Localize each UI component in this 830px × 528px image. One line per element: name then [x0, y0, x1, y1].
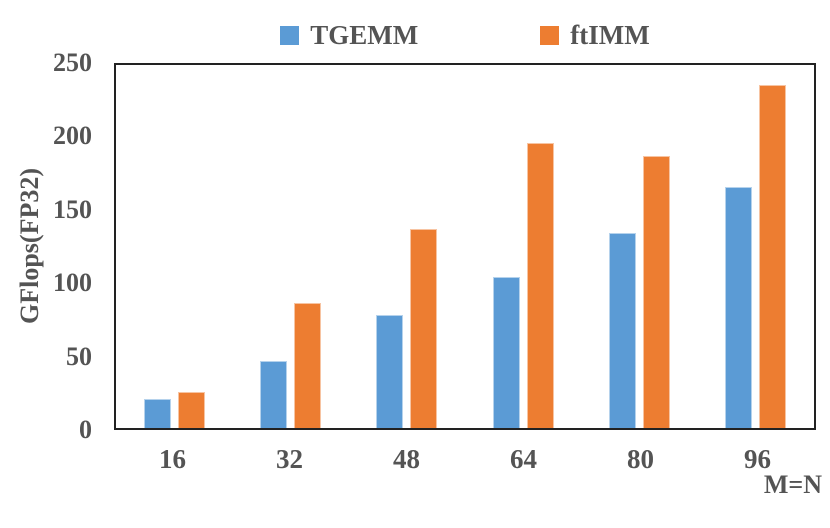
bar-tgemm-48: [376, 314, 404, 428]
x-tick-label-32: 32: [276, 444, 303, 474]
bar-group-16: [116, 65, 232, 428]
bar-tgemm-16: [143, 398, 171, 428]
legend-item-tgemm: TGEMM: [280, 22, 418, 49]
bar-group-48: [349, 65, 465, 428]
bar-group-96: [698, 65, 814, 428]
y-tick-label-0: 0: [79, 415, 92, 444]
bar-ftimm-48: [410, 229, 438, 428]
bar-tgemm-96: [725, 186, 753, 428]
bar-tgemm-32: [259, 361, 287, 428]
y-tick-label-50: 50: [66, 341, 92, 371]
x-axis-tick-labels: 16 32 48 64 80 96: [114, 446, 816, 473]
x-tick-label-64: 64: [510, 444, 537, 474]
y-tick-label-250: 250: [53, 48, 92, 77]
legend-swatch-icon: [540, 26, 560, 45]
legend-label: ftIMM: [570, 20, 650, 50]
plot-area: [114, 63, 816, 430]
bar-ftimm-80: [642, 156, 670, 428]
bar-ftimm-96: [759, 85, 787, 428]
bar-group-32: [232, 65, 348, 428]
chart-legend: TGEMM ftIMM: [114, 22, 816, 49]
bar-group-80: [581, 65, 697, 428]
y-tick-label-100: 100: [53, 268, 92, 298]
bar-ftimm-64: [526, 143, 554, 428]
x-tick-label-48: 48: [393, 444, 420, 474]
x-tick-label-96: 96: [744, 444, 771, 474]
y-tick-label-150: 150: [53, 194, 92, 224]
legend-swatch-icon: [280, 26, 300, 45]
legend-label: TGEMM: [310, 20, 419, 50]
bar-tgemm-80: [608, 233, 636, 428]
bar-ftimm-16: [177, 391, 205, 428]
y-tick-label-200: 200: [53, 121, 92, 151]
x-tick-label-80: 80: [627, 444, 654, 474]
y-axis-tick-labels: 250 200 150 100 50 0: [0, 50, 92, 443]
bar-group-64: [465, 65, 581, 428]
x-tick-label-16: 16: [159, 444, 186, 474]
legend-item-ftimm: ftIMM: [540, 20, 650, 50]
bar-tgemm-64: [492, 277, 520, 428]
bar-ftimm-32: [293, 303, 321, 428]
x-axis-title: M=N: [763, 470, 822, 499]
